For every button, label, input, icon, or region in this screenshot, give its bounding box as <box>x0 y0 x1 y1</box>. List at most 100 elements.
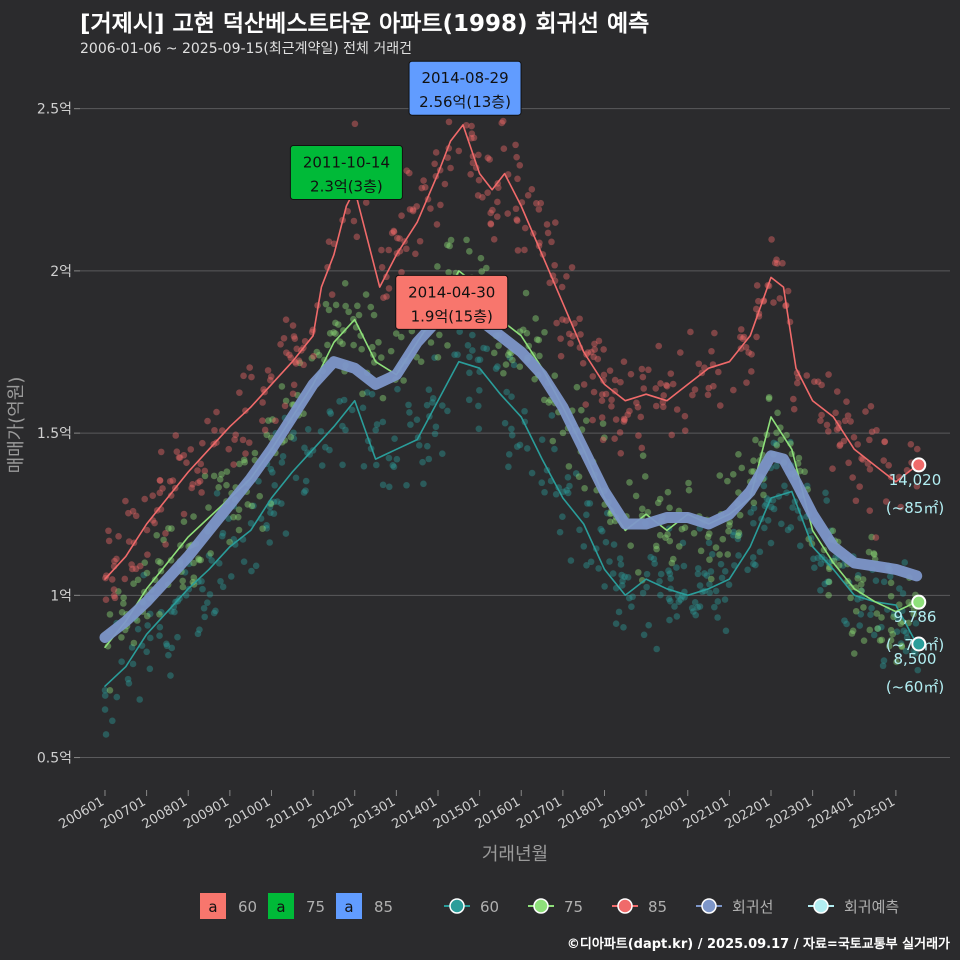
scatter-point-85 <box>475 176 483 184</box>
scatter-point-75 <box>256 492 264 500</box>
scatter-point-60 <box>317 428 325 435</box>
scatter-point-60 <box>505 451 513 458</box>
scatter-point-60 <box>340 396 348 404</box>
forecast-point-75 <box>911 594 927 610</box>
scatter-point-60 <box>825 559 832 566</box>
scatter-point-60 <box>854 571 862 579</box>
scatter-point-60 <box>559 488 567 496</box>
scatter-point-75 <box>795 454 803 462</box>
scatter-point-85 <box>590 353 597 361</box>
scatter-point-75 <box>541 328 548 336</box>
scatter-point-75 <box>522 289 530 297</box>
x-tick-label: 201401 <box>390 794 440 832</box>
scatter-point-85 <box>204 417 211 425</box>
scatter-point-60 <box>734 535 742 543</box>
scatter-point-75 <box>632 492 640 500</box>
scatter-point-85 <box>194 479 202 486</box>
scatter-point-85 <box>748 368 755 375</box>
scatter-point-60 <box>639 589 647 597</box>
forecast-point-85 <box>911 457 927 473</box>
scatter-point-75 <box>296 359 304 367</box>
series-line-회귀선 <box>99 304 923 643</box>
scatter-point-60 <box>318 462 326 469</box>
scatter-point-85 <box>412 250 419 258</box>
scatter-point-60 <box>405 401 412 409</box>
scatter-point-60 <box>302 487 309 494</box>
scatter-point-85 <box>353 233 361 241</box>
scatter-point-60 <box>204 599 211 606</box>
scatter-point-60 <box>817 586 824 594</box>
scatter-point-85 <box>569 332 577 340</box>
scatter-point-60 <box>102 731 110 738</box>
scatter-point-60 <box>675 598 683 606</box>
scatter-point-75 <box>750 457 757 464</box>
scatter-point-75 <box>235 506 243 513</box>
scatter-point-85 <box>620 358 628 366</box>
scatter-point-75 <box>681 524 689 531</box>
scatter-point-60 <box>789 504 796 511</box>
scatter-point-60 <box>252 562 260 570</box>
scatter-point-60 <box>263 521 270 529</box>
scatter-point-85 <box>617 449 625 457</box>
scatter-point-75 <box>417 358 425 365</box>
scatter-point-85 <box>833 426 841 433</box>
y-tick-label: 0.5억 <box>37 751 72 767</box>
scatter-point-60 <box>643 570 651 578</box>
scatter-point-75 <box>341 280 349 287</box>
scatter-point-85 <box>390 227 398 235</box>
legend-line-label: 85 <box>648 898 667 916</box>
scatter-point-85 <box>432 149 440 156</box>
scatter-point-60 <box>225 515 232 522</box>
scatter-point-85 <box>486 156 493 163</box>
scatter-point-60 <box>897 640 905 647</box>
scatter-point-60 <box>208 557 215 564</box>
scatter-point-85 <box>498 119 506 127</box>
scatter-point-60 <box>451 351 458 358</box>
scatter-point-60 <box>292 474 300 482</box>
scatter-point-75 <box>516 363 524 371</box>
x-tick-label: 202301 <box>764 794 814 832</box>
scatter-point-75 <box>697 547 705 555</box>
scatter-point-85 <box>431 160 438 168</box>
scatter-point-75 <box>358 345 365 353</box>
scatter-point-85 <box>427 205 434 212</box>
scatter-point-85 <box>598 414 606 421</box>
scatter-point-85 <box>558 283 566 291</box>
scatter-point-60 <box>194 630 202 638</box>
scatter-point-60 <box>219 583 227 591</box>
scatter-point-85 <box>833 388 841 395</box>
scatter-point-60 <box>128 644 136 651</box>
scatter-point-85 <box>710 382 717 390</box>
scatter-point-85 <box>825 371 832 378</box>
scatter-point-60 <box>563 487 570 494</box>
scatter-point-85 <box>156 477 164 484</box>
scatter-point-85 <box>487 221 495 228</box>
scatter-point-85 <box>514 247 522 254</box>
scatter-point-60 <box>770 439 778 447</box>
scatter-point-85 <box>128 561 135 568</box>
scatter-point-60 <box>508 425 515 433</box>
scatter-point-85 <box>289 322 297 329</box>
scatter-point-60 <box>666 597 674 605</box>
scatter-point-60 <box>619 577 626 585</box>
scatter-point-85 <box>489 206 496 214</box>
scatter-point-60 <box>407 421 414 428</box>
scatter-point-85 <box>110 586 118 593</box>
scatter-point-85 <box>823 421 831 429</box>
scatter-point-60 <box>750 560 757 568</box>
scatter-point-85 <box>669 380 677 388</box>
scatter-point-85 <box>468 122 475 130</box>
scatter-point-60 <box>673 564 680 571</box>
scatter-point-85 <box>455 147 463 155</box>
scatter-point-85 <box>533 200 540 207</box>
forecast-value: 9,786 <box>894 608 937 626</box>
scatter-point-60 <box>559 513 566 520</box>
scatter-point-85 <box>755 297 762 305</box>
scatter-point-85 <box>162 530 169 537</box>
scatter-point-75 <box>190 559 197 567</box>
scatter-point-60 <box>348 406 356 414</box>
legend-marker-75 <box>533 898 549 914</box>
scatter-point-75 <box>690 529 698 537</box>
scatter-point-75 <box>483 264 490 272</box>
scatter-point-60 <box>556 528 564 536</box>
